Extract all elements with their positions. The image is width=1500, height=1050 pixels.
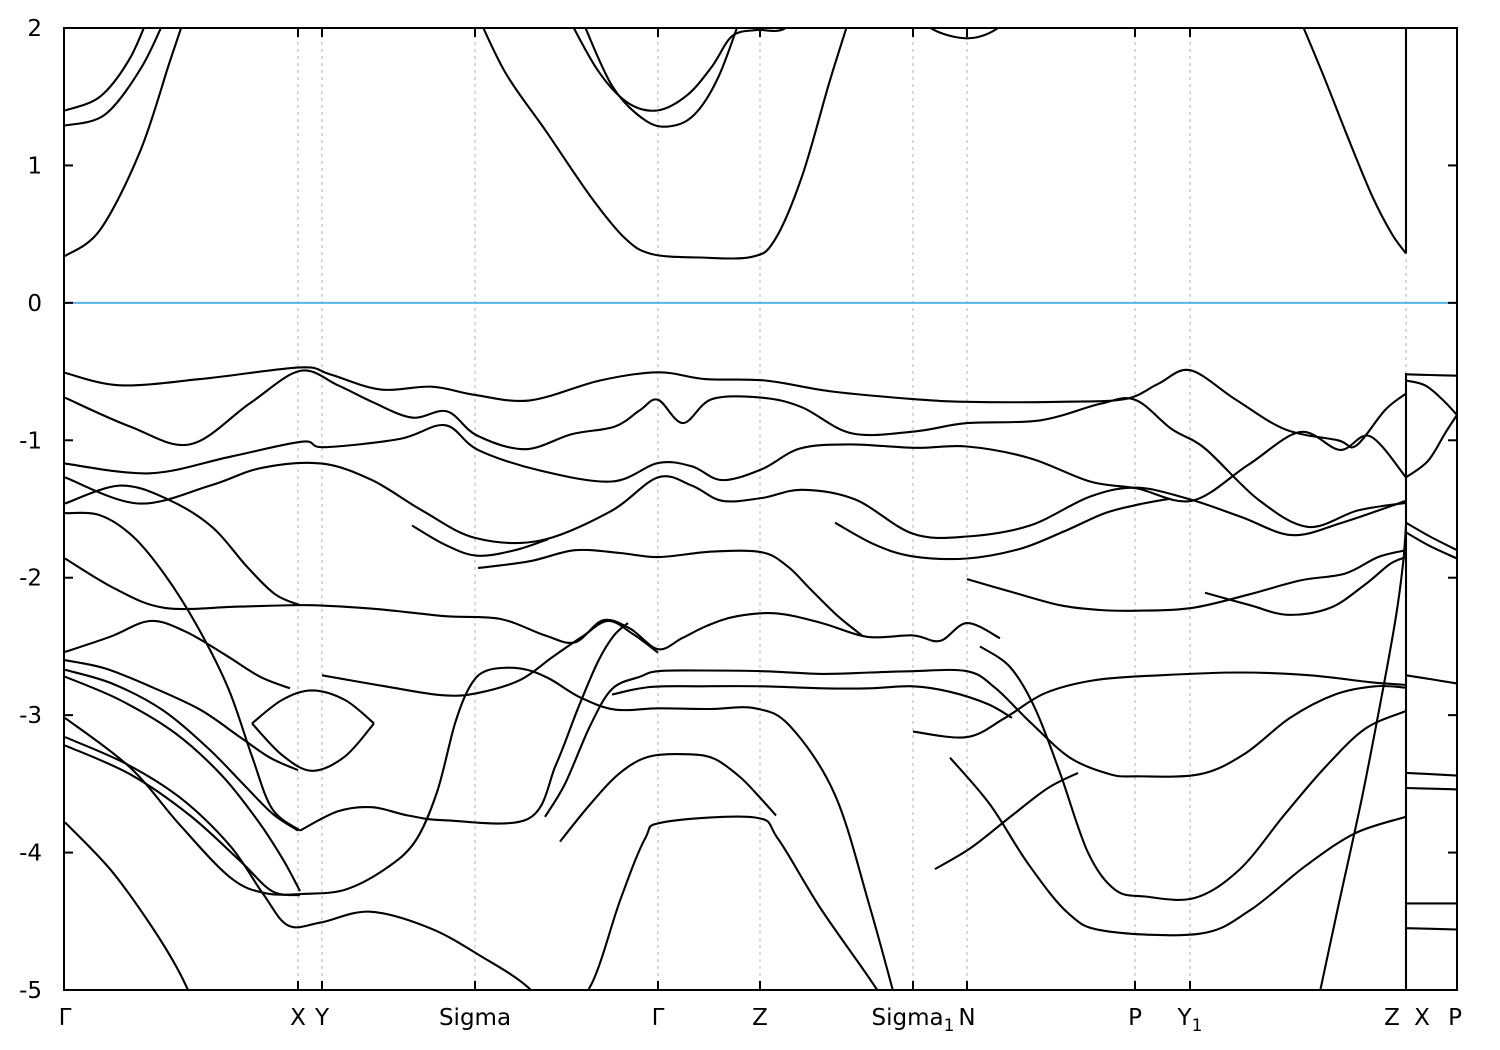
band-curve-lens-bottom bbox=[251, 722, 375, 772]
band-curve-v6 bbox=[64, 511, 301, 832]
band-curve-p7 bbox=[1405, 771, 1457, 777]
band-curve-v4 bbox=[64, 461, 1407, 545]
band-curve-c6 bbox=[584, 28, 738, 128]
band-curve-v8 bbox=[321, 619, 659, 697]
band-curve-v2 bbox=[64, 369, 1407, 528]
band-curve-v5 bbox=[64, 484, 301, 607]
band-curve-v1 bbox=[64, 366, 1407, 449]
band-curve-v7 bbox=[64, 557, 1001, 651]
band-curve-v11 bbox=[64, 668, 299, 832]
band-curves bbox=[64, 28, 1457, 990]
band-curve-v9 bbox=[64, 619, 291, 690]
band-curve-c1 bbox=[64, 28, 145, 112]
band-curve-r1 bbox=[912, 671, 1407, 739]
band-curve-v15 bbox=[64, 736, 533, 990]
band-curve-r4 bbox=[949, 757, 1407, 937]
band-curve-v18 bbox=[559, 752, 777, 843]
y-tick-label: -1 bbox=[19, 428, 42, 454]
band-curve-c5 bbox=[572, 28, 788, 112]
band-curve-c4 bbox=[482, 28, 848, 260]
y-tick-label: 1 bbox=[27, 153, 42, 179]
band-curve-v12 bbox=[64, 675, 301, 892]
x-point-label: Y1 bbox=[1177, 1005, 1203, 1036]
y-tick-label: -4 bbox=[19, 841, 42, 867]
y-tick-label: -2 bbox=[19, 566, 42, 592]
y-tick-label: 2 bbox=[27, 16, 42, 42]
band-curve-r6 bbox=[934, 771, 1079, 871]
band-curve-v23 bbox=[411, 524, 549, 557]
x-point-label: X bbox=[290, 1005, 306, 1031]
y-tick-labels: 2 1 0 -1 -2 -3 -4 -5 bbox=[19, 16, 42, 1004]
band-curve-v21 bbox=[477, 548, 863, 637]
band-curve-v14 bbox=[64, 666, 894, 990]
band-curve-v25 bbox=[1204, 556, 1407, 616]
band-curve-v17 bbox=[64, 821, 190, 990]
band-curve-v13 bbox=[299, 622, 629, 832]
band-curve-c7 bbox=[928, 28, 1000, 40]
x-point-label: Y bbox=[314, 1005, 330, 1031]
band-curve-lens-top bbox=[251, 689, 375, 725]
band-curve-p2 bbox=[1405, 379, 1457, 416]
x-point-label: Z bbox=[1384, 1005, 1400, 1031]
band-curve-p8 bbox=[1405, 786, 1457, 791]
y-tick-label: 0 bbox=[27, 291, 42, 317]
band-curve-c3 bbox=[64, 28, 183, 257]
x-point-label: Sigma1 bbox=[872, 1005, 955, 1036]
band-curve-v19 bbox=[544, 668, 1407, 818]
band-curve-r3 bbox=[979, 645, 1407, 901]
y-tick-label: -3 bbox=[19, 703, 42, 729]
x-point-label: Sigma bbox=[439, 1005, 511, 1031]
band-curve-r5-steep bbox=[1319, 525, 1408, 990]
x-point-label: Z bbox=[752, 1005, 768, 1031]
band-curve-c8 bbox=[1302, 28, 1407, 255]
x-point-label: P bbox=[1448, 1005, 1462, 1031]
x-point-label: Γ bbox=[652, 1005, 665, 1031]
band-curve-p5 bbox=[1405, 531, 1457, 560]
band-curve-v24 bbox=[966, 549, 1407, 612]
band-curve-p10 bbox=[1405, 927, 1457, 931]
band-curve-v10 bbox=[64, 659, 299, 772]
band-curve-p4 bbox=[1405, 521, 1457, 552]
band-curve-p1 bbox=[1405, 373, 1457, 377]
band-curve-p3 bbox=[1405, 414, 1457, 479]
band-curve-p6 bbox=[1405, 674, 1457, 685]
band-curve-v3 bbox=[64, 424, 1407, 503]
x-point-label: X bbox=[1414, 1005, 1430, 1031]
x-point-label: P bbox=[1128, 1005, 1142, 1031]
band-curve-v22 bbox=[834, 497, 1171, 561]
band-curve-v20 bbox=[611, 685, 1013, 719]
band-curve-c2 bbox=[64, 28, 163, 127]
band-curve-trapezoid bbox=[587, 815, 879, 990]
x-point-labels: Γ X Y Sigma Γ Z Sigma1 N P Y1 Z X P bbox=[59, 1005, 1462, 1036]
x-point-label: N bbox=[958, 1005, 975, 1031]
band-curve-v16 bbox=[64, 744, 301, 897]
axis-ticks bbox=[64, 27, 1457, 991]
x-point-label: Γ bbox=[59, 1005, 72, 1031]
y-tick-label: -5 bbox=[19, 978, 42, 1004]
